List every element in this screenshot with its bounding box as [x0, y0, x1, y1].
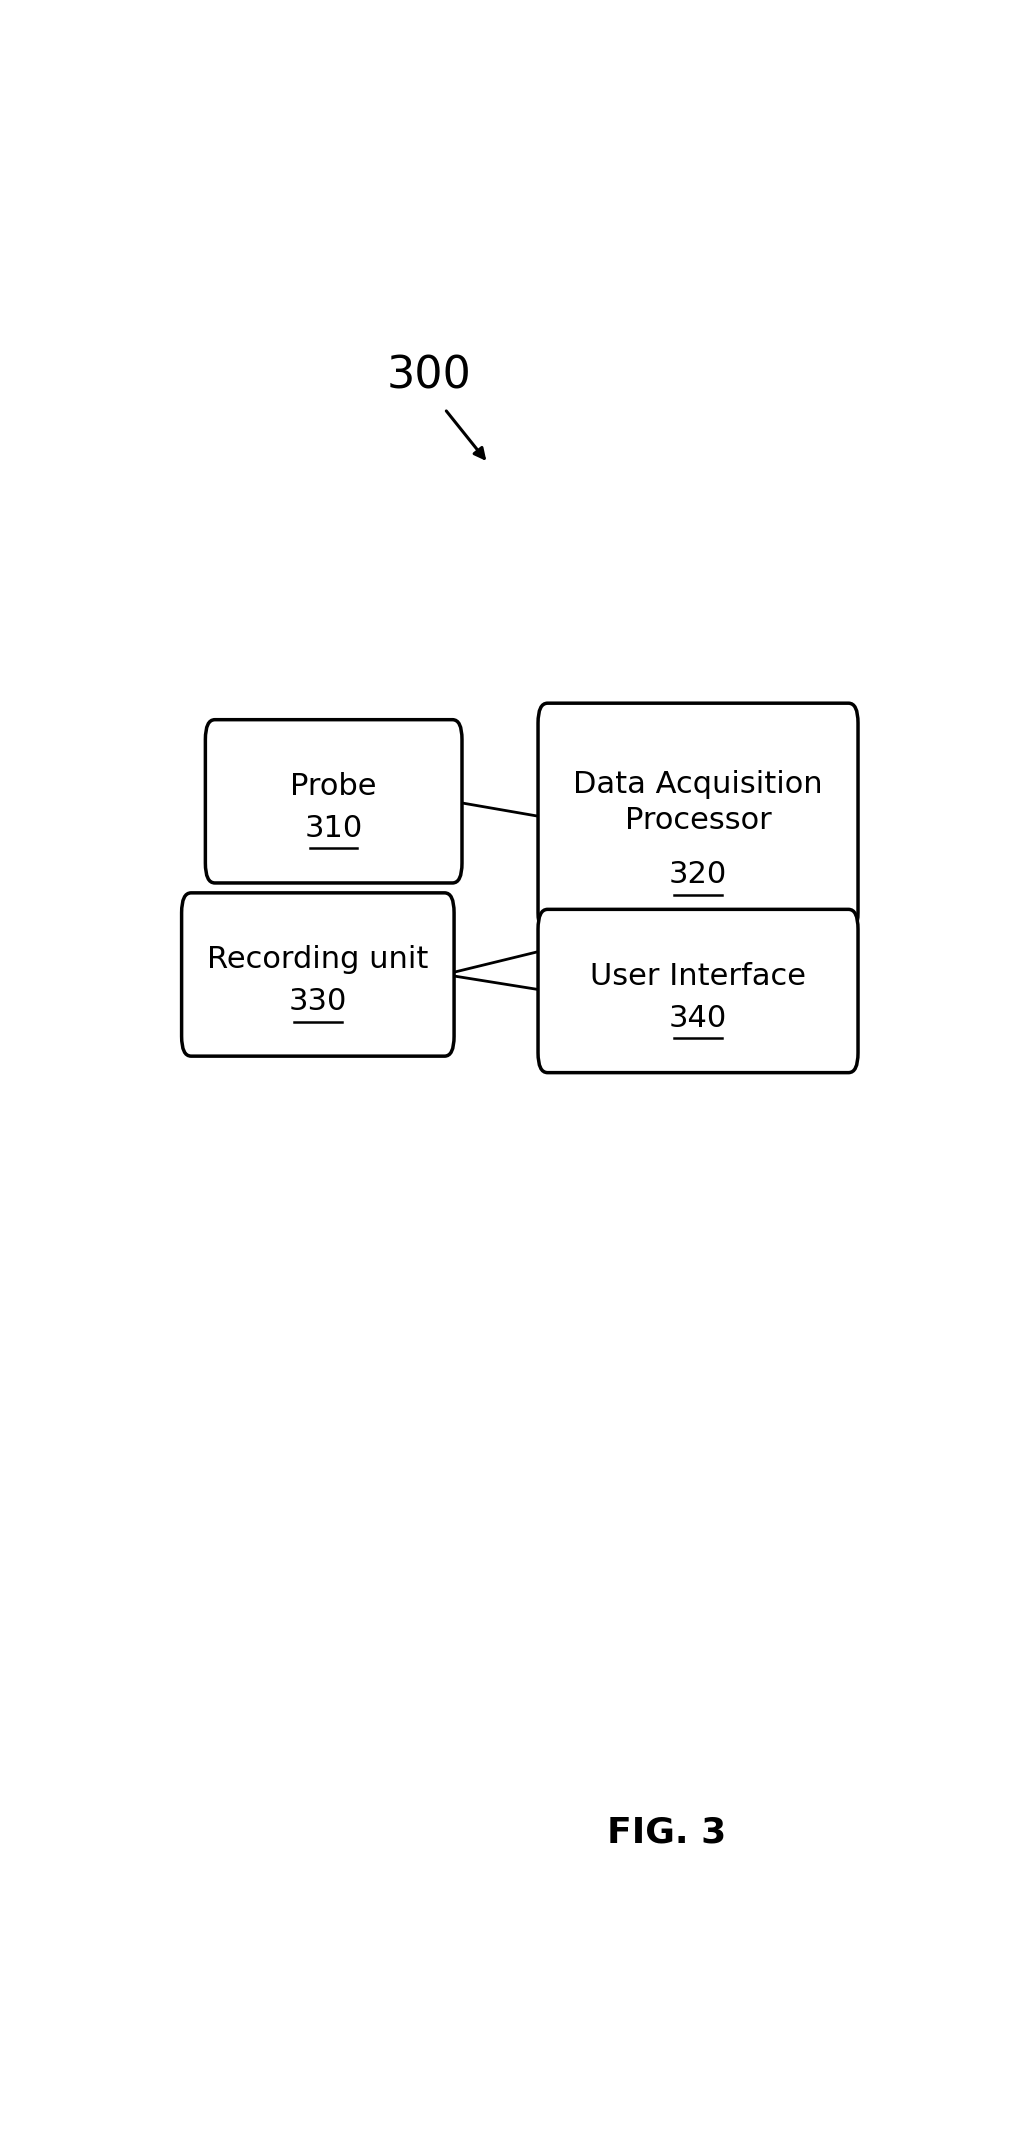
- FancyBboxPatch shape: [538, 703, 858, 932]
- FancyBboxPatch shape: [538, 910, 858, 1073]
- Text: Recording unit: Recording unit: [207, 945, 428, 975]
- Text: User Interface: User Interface: [590, 962, 806, 990]
- Text: 330: 330: [288, 987, 347, 1015]
- Text: FIG. 3: FIG. 3: [607, 1814, 726, 1849]
- Text: 320: 320: [669, 861, 727, 889]
- Text: Data Acquisition
Processor: Data Acquisition Processor: [573, 771, 823, 835]
- Text: Probe: Probe: [290, 771, 377, 801]
- Text: 300: 300: [386, 353, 471, 396]
- FancyBboxPatch shape: [182, 893, 454, 1056]
- FancyBboxPatch shape: [205, 720, 462, 883]
- Text: 310: 310: [305, 814, 363, 844]
- Text: 340: 340: [669, 1005, 727, 1032]
